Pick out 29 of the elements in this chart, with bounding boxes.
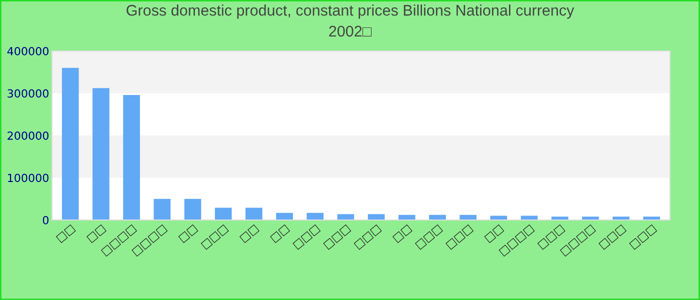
bar <box>429 214 446 220</box>
x-tick-label: □□ <box>239 224 260 244</box>
x-tick-label: □□ <box>392 224 412 244</box>
bar <box>337 214 354 220</box>
bar <box>276 212 293 220</box>
bar <box>214 208 232 220</box>
x-tick-label: □□ <box>270 224 290 244</box>
y-tick-label: 300000 <box>8 89 48 98</box>
bar <box>184 198 202 220</box>
x-tick-label: □□ <box>56 224 76 244</box>
y-tick-label: 100000 <box>8 174 48 182</box>
bar <box>612 216 630 220</box>
bar <box>582 216 599 220</box>
bar <box>460 214 476 220</box>
bar <box>123 94 140 220</box>
bar <box>154 198 171 220</box>
bar <box>368 214 385 220</box>
bar <box>62 68 79 220</box>
bar <box>92 88 110 220</box>
bar <box>398 214 416 220</box>
x-tick-label: □□ <box>178 224 198 244</box>
bar <box>306 212 324 220</box>
y-tick-label: 400000 <box>7 46 48 56</box>
bar <box>551 216 568 220</box>
y-tick-label: 0 <box>42 216 48 224</box>
y-tick-label: 200000 <box>8 131 48 140</box>
bar <box>643 216 660 220</box>
bar <box>246 208 262 220</box>
chart-title: Gross domestic product, constant prices Billions National currency 2002□ <box>126 4 574 37</box>
